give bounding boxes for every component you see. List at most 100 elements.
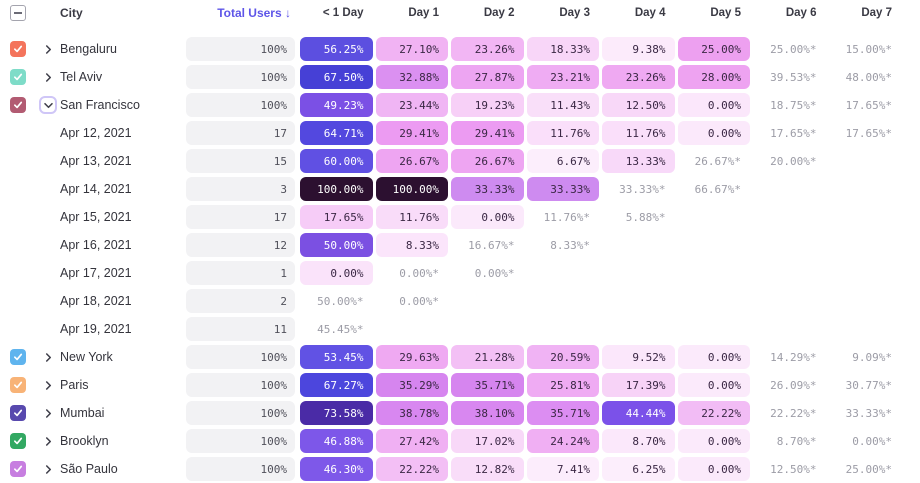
retention-cell-incomplete[interactable]: 17.65%* (845, 126, 892, 140)
retention-cell-incomplete[interactable]: 9.09%* (852, 350, 892, 364)
expand-row-button[interactable] (39, 68, 57, 86)
retention-cell[interactable]: 11.76% (526, 121, 599, 145)
retention-cell[interactable]: 60.00% (300, 149, 373, 173)
row-checkbox[interactable] (10, 349, 26, 365)
expand-row-button[interactable] (39, 460, 57, 478)
retention-cell-incomplete[interactable]: 33.33%* (845, 406, 892, 420)
retention-cell[interactable]: 21.28% (451, 345, 524, 369)
retention-cell[interactable]: 53.45% (300, 345, 373, 369)
retention-cell-incomplete[interactable]: 14.29%* (770, 350, 817, 364)
retention-cell[interactable]: 6.25% (602, 457, 675, 481)
retention-cell-incomplete[interactable]: 15.00%* (845, 42, 892, 56)
row-checkbox[interactable] (10, 69, 26, 85)
retention-cell-incomplete[interactable]: 0.00%* (852, 434, 892, 448)
retention-cell-incomplete[interactable]: 26.67%* (694, 154, 741, 168)
retention-cell-incomplete[interactable]: 0.00%* (399, 294, 439, 308)
retention-cell-incomplete[interactable]: 11.76%* (543, 210, 590, 224)
retention-cell[interactable]: 17.65% (300, 205, 373, 229)
retention-cell[interactable]: 38.10% (451, 401, 524, 425)
retention-cell[interactable]: 100.00% (375, 177, 448, 201)
retention-cell[interactable]: 27.42% (375, 429, 448, 453)
retention-cell-incomplete[interactable]: 30.77%* (845, 378, 892, 392)
retention-cell[interactable]: 17.39% (602, 373, 675, 397)
retention-cell[interactable]: 56.25% (300, 37, 373, 61)
retention-cell[interactable]: 46.88% (300, 429, 373, 453)
retention-cell[interactable]: 22.22% (375, 457, 448, 481)
retention-cell[interactable]: 12.82% (451, 457, 524, 481)
retention-cell[interactable]: 25.81% (526, 373, 599, 397)
retention-cell-incomplete[interactable]: 39.53%* (770, 70, 817, 84)
retention-cell[interactable]: 29.41% (375, 121, 448, 145)
retention-cell-incomplete[interactable]: 8.70%* (776, 434, 817, 448)
retention-cell[interactable]: 9.52% (602, 345, 675, 369)
retention-cell[interactable]: 0.00% (677, 93, 750, 117)
retention-cell[interactable]: 35.29% (375, 373, 448, 397)
retention-cell[interactable]: 13.33% (602, 149, 675, 173)
retention-cell[interactable]: 49.23% (300, 93, 373, 117)
retention-cell[interactable]: 12.50% (602, 93, 675, 117)
retention-cell[interactable]: 73.58% (300, 401, 373, 425)
retention-cell-incomplete[interactable]: 20.00%* (770, 154, 817, 168)
retention-cell[interactable]: 23.44% (375, 93, 448, 117)
retention-cell[interactable]: 0.00% (677, 121, 750, 145)
retention-cell[interactable]: 29.41% (451, 121, 524, 145)
retention-cell[interactable]: 0.00% (677, 373, 750, 397)
select-all-checkbox[interactable] (10, 5, 26, 21)
retention-cell[interactable]: 46.30% (300, 457, 373, 481)
retention-cell[interactable]: 7.41% (526, 457, 599, 481)
retention-cell[interactable]: 20.59% (526, 345, 599, 369)
retention-cell[interactable]: 0.00% (677, 345, 750, 369)
retention-cell[interactable]: 17.02% (451, 429, 524, 453)
retention-cell[interactable]: 9.38% (602, 37, 675, 61)
retention-cell[interactable]: 11.76% (602, 121, 675, 145)
retention-cell[interactable]: 8.33% (375, 233, 448, 257)
retention-cell-incomplete[interactable]: 22.22%* (770, 406, 817, 420)
row-checkbox[interactable] (10, 433, 26, 449)
retention-cell-incomplete[interactable]: 25.00%* (770, 42, 817, 56)
retention-cell[interactable]: 67.50% (300, 65, 373, 89)
retention-cell[interactable]: 27.87% (451, 65, 524, 89)
retention-cell[interactable]: 27.10% (375, 37, 448, 61)
retention-cell-incomplete[interactable]: 45.45%* (317, 322, 364, 336)
retention-cell-incomplete[interactable]: 50.00%* (317, 294, 364, 308)
retention-cell-incomplete[interactable]: 66.67%* (694, 182, 741, 196)
retention-cell[interactable]: 33.33% (526, 177, 599, 201)
retention-cell-incomplete[interactable]: 8.33%* (550, 238, 590, 252)
retention-cell-incomplete[interactable]: 26.09%* (770, 378, 817, 392)
retention-cell-incomplete[interactable]: 0.00%* (474, 266, 515, 280)
retention-cell[interactable]: 33.33% (451, 177, 524, 201)
row-checkbox[interactable] (10, 41, 26, 57)
retention-cell[interactable]: 67.27% (300, 373, 373, 397)
retention-cell[interactable]: 28.00% (677, 65, 750, 89)
retention-cell-incomplete[interactable]: 16.67%* (468, 238, 515, 252)
retention-cell[interactable]: 32.88% (375, 65, 448, 89)
retention-cell[interactable]: 26.67% (451, 149, 524, 173)
retention-cell[interactable]: 8.70% (602, 429, 675, 453)
retention-cell-incomplete[interactable]: 25.00%* (845, 462, 892, 476)
retention-cell[interactable]: 26.67% (375, 149, 448, 173)
retention-cell[interactable]: 22.22% (677, 401, 750, 425)
retention-cell[interactable]: 35.71% (526, 401, 599, 425)
retention-cell-incomplete[interactable]: 33.33%* (619, 182, 666, 196)
retention-cell[interactable]: 35.71% (451, 373, 524, 397)
total-users-column-header[interactable]: Total Users ↓ (217, 6, 291, 20)
retention-cell-incomplete[interactable]: 5.88%* (625, 210, 666, 224)
row-checkbox[interactable] (10, 377, 26, 393)
retention-cell-incomplete[interactable]: 0.00%* (399, 266, 439, 280)
retention-cell[interactable]: 38.78% (375, 401, 448, 425)
expand-row-button[interactable] (39, 404, 57, 422)
row-checkbox[interactable] (10, 461, 26, 477)
retention-cell[interactable]: 23.26% (602, 65, 675, 89)
retention-cell[interactable]: 18.33% (526, 37, 599, 61)
expand-row-button[interactable] (39, 432, 57, 450)
retention-cell-incomplete[interactable]: 12.50%* (770, 462, 817, 476)
retention-cell[interactable]: 23.21% (526, 65, 599, 89)
expand-row-button[interactable] (39, 40, 57, 58)
row-checkbox[interactable] (10, 97, 26, 113)
retention-cell-incomplete[interactable]: 17.65%* (770, 126, 817, 140)
retention-cell[interactable]: 19.23% (451, 93, 524, 117)
row-checkbox[interactable] (10, 405, 26, 421)
retention-cell[interactable]: 0.00% (677, 457, 750, 481)
retention-cell[interactable]: 44.44% (602, 401, 675, 425)
retention-cell[interactable]: 50.00% (300, 233, 373, 257)
